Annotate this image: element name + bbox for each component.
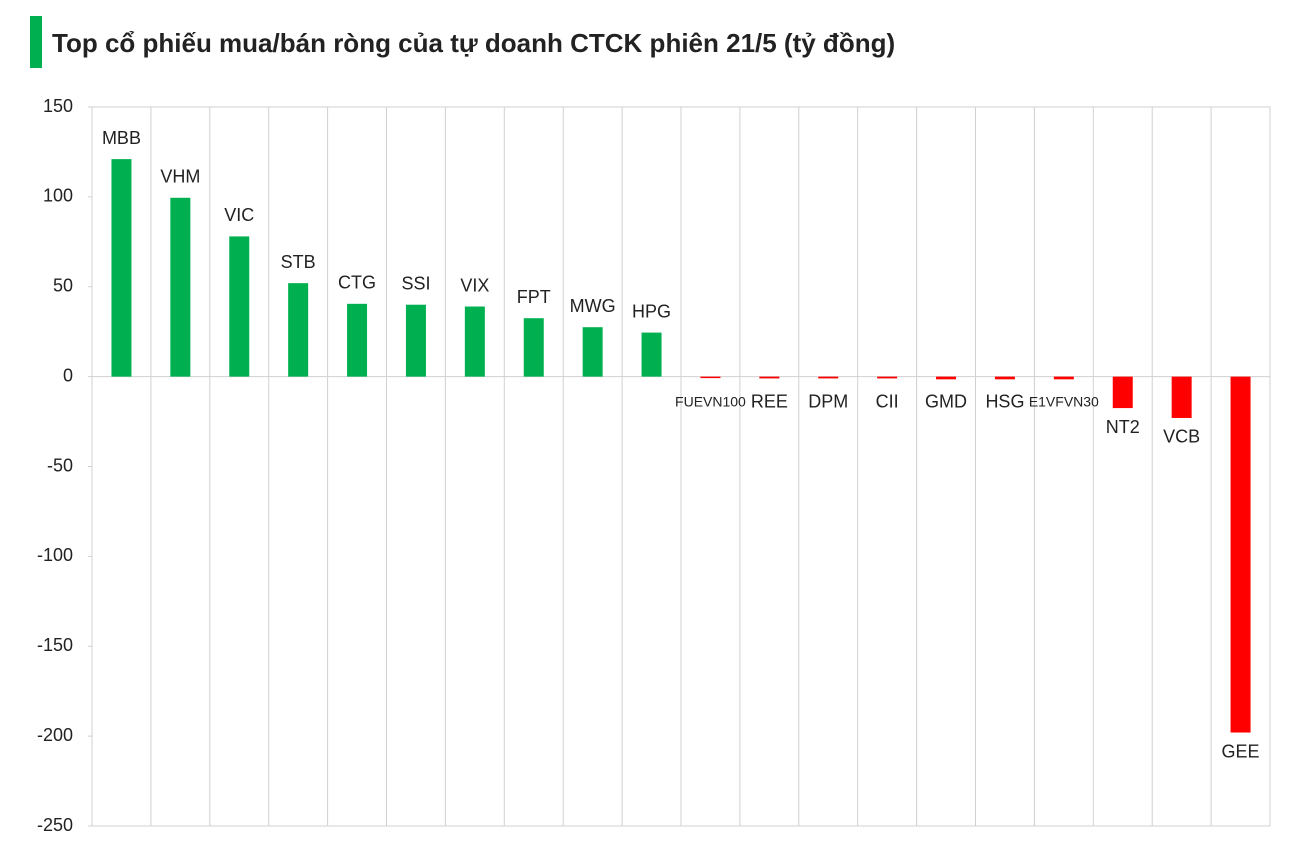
bar xyxy=(818,376,839,379)
bar-label: VIC xyxy=(224,205,254,225)
bar xyxy=(582,327,603,377)
bar-label: CTG xyxy=(338,273,376,293)
bar-label: CII xyxy=(876,391,899,411)
y-tick-label: -50 xyxy=(47,455,73,475)
y-tick-label: -100 xyxy=(37,545,73,565)
bar-label: REE xyxy=(751,391,788,411)
bar xyxy=(1230,376,1251,733)
bar xyxy=(700,376,721,379)
bar-label: HPG xyxy=(632,301,671,321)
bar-label: E1VFVN30 xyxy=(1029,393,1099,409)
bar-label: HSG xyxy=(985,391,1024,411)
bar xyxy=(1171,376,1192,418)
y-tick-label: -200 xyxy=(37,725,73,745)
bar-label: MWG xyxy=(570,296,616,316)
bar-label: GEE xyxy=(1222,741,1260,761)
bar-label: MBB xyxy=(102,128,141,148)
bar xyxy=(111,159,132,377)
y-tick-label: 50 xyxy=(53,276,73,296)
bar-label: FUEVN100 xyxy=(675,393,746,409)
y-tick-label: 150 xyxy=(43,96,73,116)
bar-label: FPT xyxy=(517,287,551,307)
bar xyxy=(405,304,426,377)
bar-label: DPM xyxy=(808,391,848,411)
bar xyxy=(994,376,1015,380)
bar xyxy=(229,236,250,377)
title-accent xyxy=(30,16,42,68)
bar-label: GMD xyxy=(925,391,967,411)
bar-label: NT2 xyxy=(1106,417,1140,437)
bar-label: VCB xyxy=(1163,427,1200,447)
bar xyxy=(1112,376,1133,409)
bar xyxy=(288,283,309,377)
bar xyxy=(936,376,957,380)
bar xyxy=(1053,376,1074,380)
bar xyxy=(170,197,191,377)
bar-label: STB xyxy=(281,252,316,272)
bar xyxy=(523,318,544,377)
bar xyxy=(347,303,368,377)
y-tick-label: 0 xyxy=(63,365,73,385)
y-tick-label: 100 xyxy=(43,186,73,206)
bar xyxy=(464,306,485,377)
bar xyxy=(759,376,780,379)
y-tick-label: -250 xyxy=(37,815,73,835)
y-tick-label: -150 xyxy=(37,635,73,655)
bar xyxy=(877,376,898,379)
bar-label: VHM xyxy=(160,167,200,187)
bar-label: VIX xyxy=(460,275,489,295)
bar xyxy=(641,332,662,377)
bar-label: SSI xyxy=(401,273,430,293)
chart-title: Top cổ phiếu mua/bán ròng của tự doanh C… xyxy=(52,28,895,58)
